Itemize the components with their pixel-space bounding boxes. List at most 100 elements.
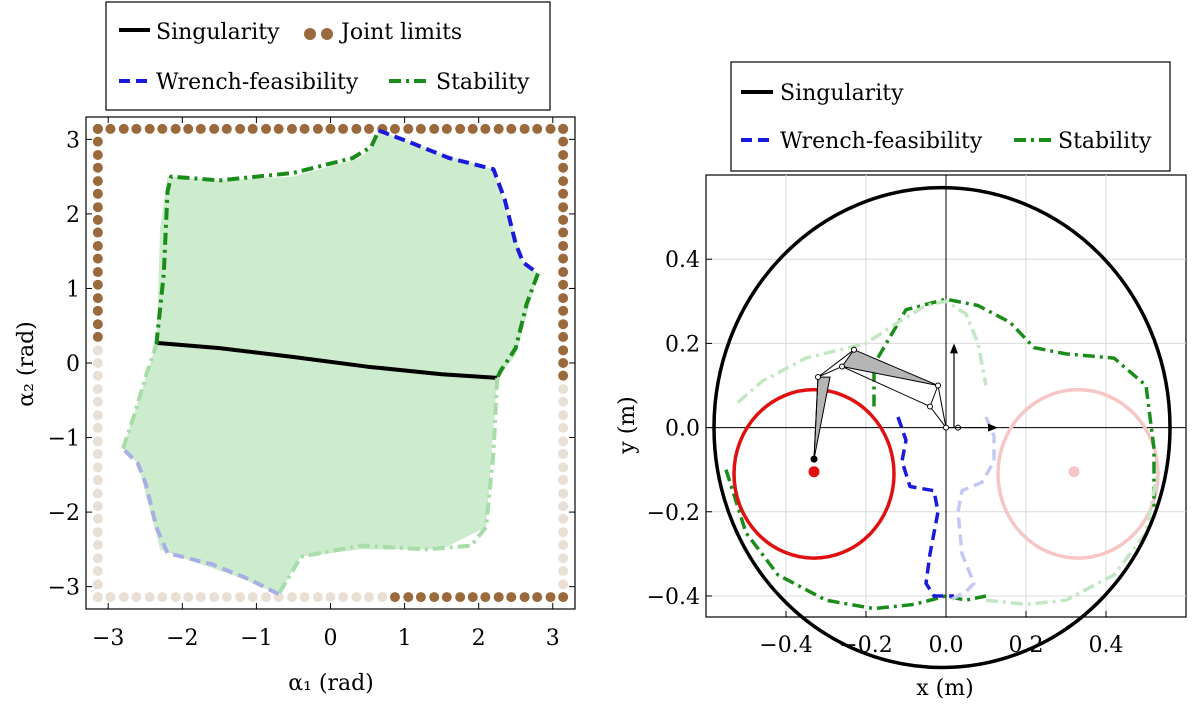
joint-limit-dot: [415, 123, 426, 134]
joint-limit-dot: [493, 123, 504, 134]
joint-limit-dot: [92, 448, 103, 459]
red-center-dot: [808, 466, 820, 478]
joint-limit-dot: [558, 305, 569, 316]
joint-limit-dot: [558, 253, 569, 264]
y-tick-label: 0.4: [665, 248, 700, 273]
joint-limit-dot: [558, 240, 569, 251]
joint-limit-dot: [558, 123, 569, 134]
series-line-wrench-feasibility: [896, 416, 954, 598]
joint-limit-dot: [493, 592, 504, 603]
x-tick-label: 2: [472, 626, 486, 651]
joint-limit-dot: [92, 527, 103, 538]
joint-limit-dot: [195, 123, 206, 134]
pink-center-dot: [1068, 466, 1080, 478]
joint-limit-dot: [247, 123, 258, 134]
joint-limit-dot: [377, 592, 388, 603]
joint-limit-dot: [506, 592, 517, 603]
joint-limit-dot: [92, 488, 103, 499]
left-legend: Singularity Joint limits Wrench-feasibil…: [105, 1, 551, 111]
joint-limit-dot: [92, 501, 103, 512]
joint-limit-dot: [403, 123, 414, 134]
joint-limit-dot: [183, 592, 194, 603]
joint-limit-dot: [235, 592, 246, 603]
series-line-wrench-feasibility-faded: [949, 416, 996, 602]
joint-limit-dot: [92, 553, 103, 564]
joint-limit-dot: [558, 436, 569, 447]
joint-limit-dot: [558, 396, 569, 407]
joint-limit-dot: [261, 123, 272, 134]
joint-limit-dot: [118, 123, 129, 134]
joint-limit-dot: [299, 123, 310, 134]
joint-limit-dot: [157, 123, 168, 134]
joint-limit-dot: [558, 513, 569, 524]
joint-limit-dot: [558, 150, 569, 161]
joint-limit-dot: [558, 188, 569, 199]
joint-limit-dot: [247, 592, 258, 603]
joint-limit-dot: [389, 592, 400, 603]
joint-limit-dot: [389, 123, 400, 134]
joint-limit-dot: [273, 123, 284, 134]
joint-limit-dot: [558, 214, 569, 225]
joint-limit-dot: [558, 527, 569, 538]
joint-limit-dot: [92, 176, 103, 187]
joint-limit-dot: [558, 136, 569, 147]
x-tick-label: −0.4: [759, 633, 812, 658]
joint-limit-dot: [92, 410, 103, 421]
series-line-stability-faded: [736, 299, 988, 404]
joint-limit-dot: [92, 436, 103, 447]
joint-limit-dot: [532, 592, 543, 603]
left-y-axis-label: α₂ (rad): [14, 321, 39, 407]
joint-limit-dot: [144, 123, 155, 134]
joint-limit-dot: [312, 592, 323, 603]
frame-y-arrowhead: [950, 343, 958, 354]
joint-limit-dot: [532, 123, 543, 134]
legend-stability-label: Stability: [1058, 129, 1152, 154]
y-tick-label: −0.2: [647, 501, 700, 526]
joint-node: [935, 382, 941, 389]
joint-limit-dot: [506, 123, 517, 134]
joint-limit-dot: [92, 358, 103, 368]
red-circle: [732, 387, 896, 560]
right-ticks: −0.4 −0.2 0.0 0.2 0.4 −0.4 −0.2 0.0 0.2 0.4: [647, 248, 1124, 658]
y-tick-label: 3: [66, 128, 80, 153]
joint-limit-dot: [209, 592, 220, 603]
joint-limit-dot: [92, 162, 103, 173]
joint-limit-dot: [92, 305, 103, 316]
y-tick-label: 2: [66, 203, 80, 228]
pink-circle: [996, 387, 1160, 560]
joint-limit-dot: [92, 227, 103, 238]
joint-limit-dot: [519, 123, 530, 134]
base-joint: [810, 455, 818, 463]
legend-box: [730, 61, 1171, 172]
series-line-wrench-feasibility-faded: [121, 447, 280, 596]
joint-limit-dot: [519, 592, 530, 603]
joint-limit-dot: [92, 396, 103, 407]
right-y-axis-label: y (m): [615, 396, 640, 454]
legend-joint-limits-dot: [304, 28, 316, 40]
frame-x-arrowhead: [988, 423, 998, 432]
singularity-circle: [712, 185, 1172, 670]
joint-limit-dot: [92, 202, 103, 213]
joint-limit-dot: [131, 123, 142, 134]
joint-limit-dot: [221, 592, 232, 603]
joint-limit-dot: [92, 267, 103, 278]
joint-limit-dot: [105, 123, 116, 134]
right-links: [929, 406, 947, 428]
joint-limit-dot: [558, 539, 569, 550]
joint-limit-dot: [144, 592, 155, 603]
joint-limit-dot: [415, 592, 426, 603]
joint-node: [815, 374, 821, 381]
joint-limit-dot: [558, 501, 569, 512]
joint-limit-dot: [441, 123, 452, 134]
joint-limit-dot: [441, 592, 452, 603]
joint-limit-dot: [92, 539, 103, 550]
platform: [841, 349, 939, 386]
joint-limit-dot: [558, 410, 569, 421]
joint-limit-dot: [455, 592, 466, 603]
x-tick-label: 1: [398, 626, 412, 651]
x-tick-label: 3: [546, 626, 560, 651]
joint-limit-dot: [261, 592, 272, 603]
joint-limit-dot: [92, 123, 103, 134]
joint-limit-dot: [92, 214, 103, 225]
y-tick-label: −1: [48, 427, 80, 452]
